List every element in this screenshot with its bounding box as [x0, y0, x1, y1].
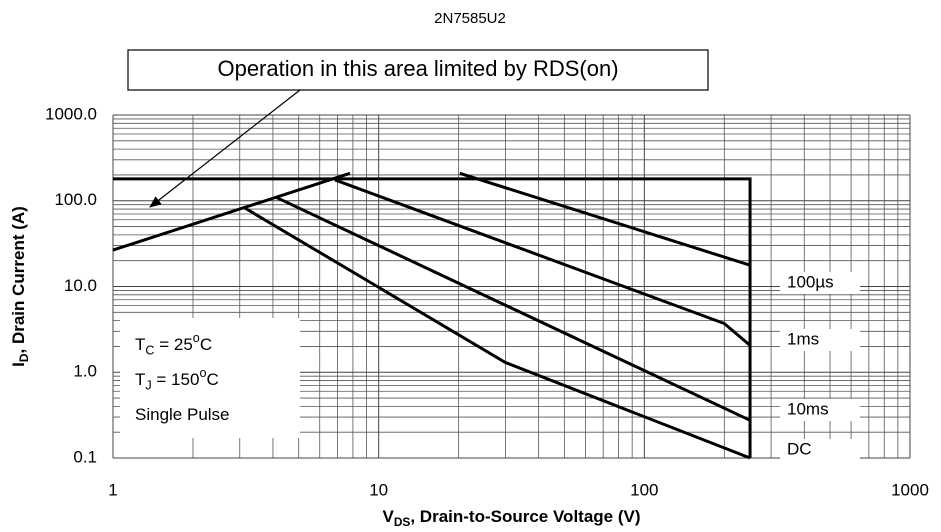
limit-line	[113, 177, 752, 458]
series-label: 1ms	[787, 329, 819, 348]
series-label-box	[780, 272, 860, 294]
overlays: 2N7585U2 Operation in this area limited …	[9, 10, 928, 529]
condition: TJ = 150oC	[135, 366, 219, 393]
y-tick-label: 1.0	[73, 362, 97, 381]
annotation-box	[127, 49, 709, 91]
y-axis-label-symbol: I	[9, 362, 28, 367]
condition-text: = 150	[152, 370, 200, 389]
x-tick-label: 1	[108, 480, 117, 499]
series-label: DC	[787, 439, 812, 458]
annotation: Operation in this area limited by RDS(on…	[217, 56, 618, 81]
series-label-box	[780, 399, 860, 421]
x-tick-label: 1000	[891, 480, 929, 499]
y-axis-label-subscript: D	[17, 353, 31, 362]
marks	[112, 171, 752, 460]
condition-symbol: T	[135, 370, 145, 389]
condition-unit: C	[200, 335, 212, 354]
condition-unit: C	[206, 370, 218, 389]
series-line	[459, 171, 751, 267]
x-tick-label: 10	[369, 480, 388, 499]
series-label-box	[780, 329, 860, 351]
x-axis-label-subscript: DS	[394, 515, 411, 529]
series-label: 100µs	[787, 272, 834, 291]
y-axis-label-text: , Drain Current (A)	[9, 206, 28, 353]
condition: Single Pulse	[135, 405, 230, 424]
y-tick-label: 1000.0	[45, 104, 97, 123]
condition-symbol: T	[135, 335, 145, 354]
condition-subscript: J	[145, 379, 151, 393]
series-label-box	[780, 439, 860, 461]
y-axis-label: ID, Drain Current (A)	[9, 206, 31, 367]
series-line	[334, 178, 752, 347]
x-axis-label-symbol: V	[382, 507, 394, 526]
series-line	[275, 195, 751, 422]
series-line	[242, 205, 751, 460]
condition-degree: o	[199, 366, 206, 380]
condition-degree: o	[193, 331, 200, 345]
limit-line	[112, 171, 351, 252]
condition-subscript: C	[145, 344, 154, 358]
series-label: 10ms	[787, 399, 829, 418]
y-tick-label: 10.0	[64, 276, 97, 295]
condition-text: = 25	[155, 335, 193, 354]
chart-title: 2N7585U2	[434, 10, 506, 27]
y-tick-label: 0.1	[73, 447, 97, 466]
conditions-box	[120, 318, 300, 438]
y-tick-label: 100.0	[54, 190, 97, 209]
x-axis-label-text: , Drain-to-Source Voltage (V)	[410, 507, 640, 526]
x-axis-label: VDS, Drain-to-Source Voltage (V)	[382, 507, 640, 529]
annotation-arrow	[149, 89, 301, 208]
condition: TC = 25oC	[135, 331, 212, 358]
condition-text: Single Pulse	[135, 405, 230, 424]
x-tick-label: 100	[630, 480, 658, 499]
